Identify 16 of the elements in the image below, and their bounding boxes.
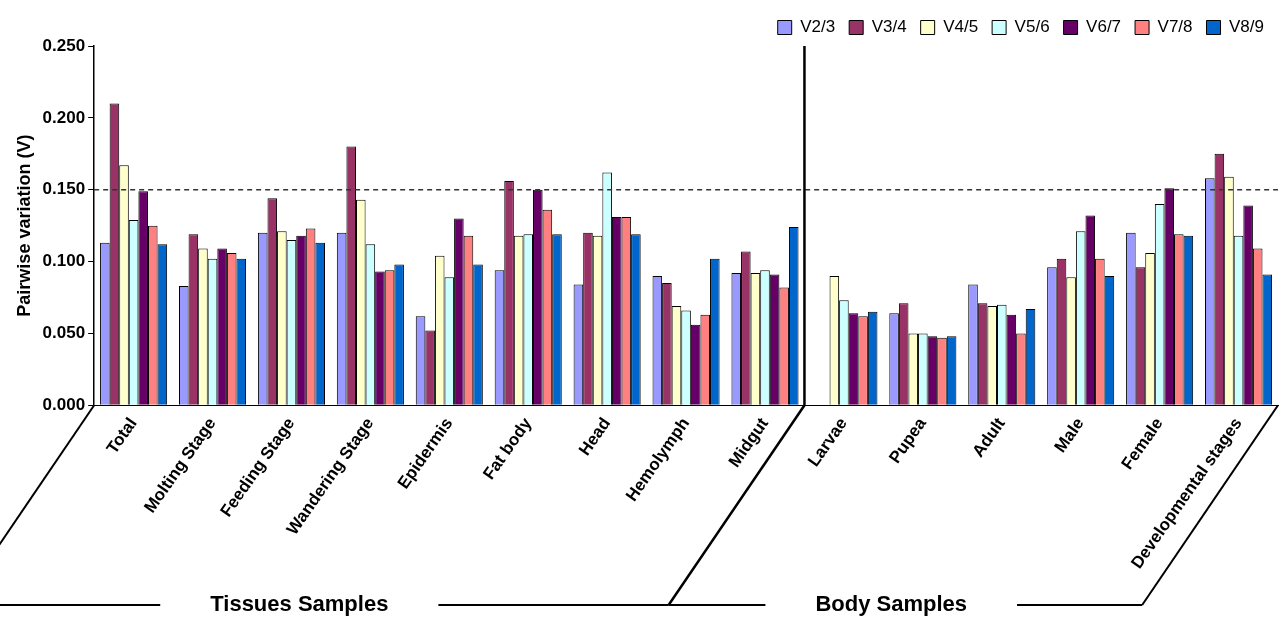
legend-label: V7/8 — [1157, 17, 1193, 37]
y-tick-label: 0.100 — [42, 251, 86, 271]
legend-label: V8/9 — [1229, 17, 1265, 37]
y-tick-label: 0.050 — [42, 323, 86, 343]
legend-label: V3/4 — [871, 17, 907, 37]
text: Tissues Samples — [210, 591, 389, 617]
legend-label: V6/7 — [1086, 17, 1122, 37]
legend-label: V5/6 — [1014, 17, 1050, 37]
y-tick-label: 0.000 — [42, 394, 86, 414]
legend-label: V2/3 — [800, 17, 836, 37]
text: Body Samples — [815, 591, 968, 617]
y-tick-label: 0.150 — [42, 179, 86, 199]
y-axis-title: Pairwise variation (V) — [13, 134, 34, 317]
legend-label: V4/5 — [943, 17, 979, 37]
y-tick-label: 0.250 — [42, 35, 86, 55]
y-tick-label: 0.200 — [42, 107, 86, 127]
